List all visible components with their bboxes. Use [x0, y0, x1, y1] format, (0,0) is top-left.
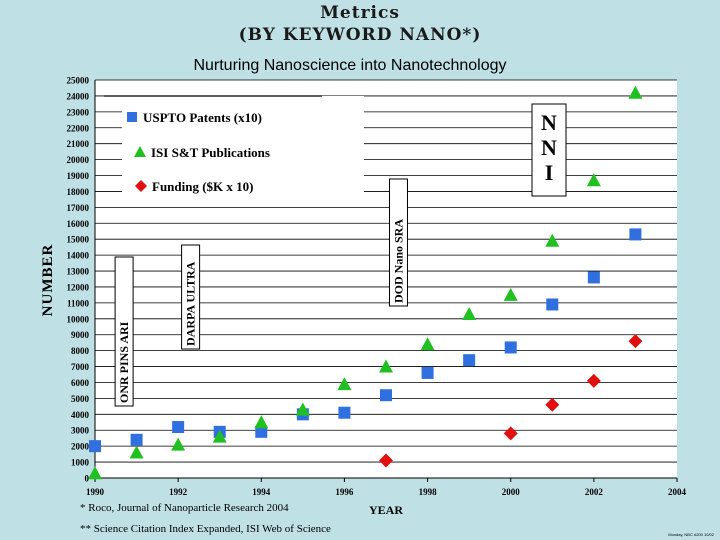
data-point-triangle: [295, 402, 310, 416]
y-tick-label: 17000: [67, 203, 90, 213]
y-tick-label: 16000: [67, 219, 90, 229]
y-tick-label: 7000: [71, 362, 90, 372]
x-tick-label: 1990: [86, 487, 105, 497]
annotation-box: [531, 103, 567, 197]
data-point-diamond: [586, 373, 601, 388]
data-point-triangle: [212, 429, 227, 443]
annotation-label: DOD Nano SRA: [391, 219, 405, 303]
y-tick-label: 11000: [67, 298, 90, 308]
data-point-triangle: [462, 307, 477, 321]
annotation-nni-letter: N: [541, 110, 557, 135]
data-point-square: [421, 366, 434, 379]
annotation-nni-letter: N: [541, 135, 557, 160]
legend-marker-triangle: [134, 146, 146, 157]
y-tick-label: 14000: [67, 251, 90, 261]
y-tick-label: 6000: [71, 378, 90, 388]
slide-stamp: Monday, NBC #200 10/02: [668, 532, 714, 537]
y-tick-label: 24000: [67, 91, 90, 101]
x-tick-label: 1992: [169, 487, 188, 497]
y-tick-label: 19000: [67, 171, 90, 181]
legend: USPTO Patents (x10) ISI S&T Publications F…: [104, 95, 364, 198]
y-tick-label: 4000: [71, 410, 90, 420]
annotation-label: DARPA ULTRA: [184, 261, 198, 346]
x-tick-label: 2004: [668, 487, 687, 497]
data-point-diamond: [545, 397, 560, 412]
data-point-diamond: [628, 334, 643, 349]
y-tick-label: 0: [85, 474, 90, 484]
y-tick-label: 22000: [67, 123, 90, 133]
footnote-source: * Roco, Journal of Nanoparticle Research…: [80, 502, 289, 514]
x-tick-label: 2002: [585, 487, 604, 497]
x-tick-label: 1998: [419, 487, 438, 497]
y-tick-label: 23000: [67, 107, 90, 117]
y-tick-label: 1000: [71, 458, 90, 468]
data-point-triangle: [337, 377, 352, 391]
data-point-triangle: [586, 173, 601, 187]
data-point-square: [89, 440, 101, 453]
y-tick-label: 20000: [67, 155, 90, 165]
annotation-box: [114, 256, 134, 407]
y-tick-label: 3000: [71, 426, 90, 436]
legend-box: [122, 96, 364, 198]
y-axis-label: NUMBER: [40, 244, 56, 317]
x-axis-label: YEAR: [369, 503, 403, 517]
chart-subtitle: Nurturing Nanoscience into Nanotechnolog…: [193, 57, 507, 74]
y-tick-label: 8000: [71, 346, 90, 356]
legend-label: USPTO Patents (x10): [143, 110, 262, 125]
data-point-triangle: [254, 415, 269, 429]
annotation-nni-letter: I: [545, 160, 554, 185]
legend-label: Funding ($K x 10): [152, 179, 254, 194]
annotation-label: ONR PINS ARI: [117, 321, 131, 403]
data-point-triangle: [628, 85, 643, 99]
data-point-triangle: [545, 233, 560, 247]
y-tick-label: 10000: [67, 314, 90, 324]
data-point-square: [546, 298, 559, 311]
y-tick-label: 15000: [67, 235, 90, 245]
data-point-triangle: [129, 445, 144, 459]
y-tick-label: 9000: [71, 330, 90, 340]
x-tick-label: 2000: [502, 487, 521, 497]
x-tick-label: 1996: [335, 487, 354, 497]
data-point-triangle: [503, 287, 518, 301]
y-tick-label: 25000: [67, 76, 90, 86]
y-tick-label: 21000: [67, 139, 90, 149]
y-tick-label: 18000: [67, 187, 90, 197]
legend-marker-square: [127, 112, 137, 122]
data-point-square: [172, 421, 185, 434]
data-point-square: [380, 389, 392, 402]
data-points: [88, 85, 643, 480]
y-tick-label: 12000: [67, 282, 90, 292]
data-point-square: [587, 271, 600, 284]
data-point-diamond: [379, 453, 393, 468]
data-point-diamond: [503, 426, 518, 441]
data-point-square: [463, 354, 476, 367]
data-point-triangle: [420, 337, 435, 351]
legend-marker-diamond: [135, 180, 147, 192]
data-point-square: [130, 433, 143, 446]
chart-title-line2: (BY KEYWORD NANO*): [238, 25, 482, 45]
chart-title: Metrics: [320, 3, 400, 23]
y-tick-label: 5000: [71, 394, 90, 404]
data-point-square: [338, 406, 351, 419]
data-point-square: [255, 425, 268, 438]
legend-label: ISI S&T Publications: [151, 145, 270, 160]
data-point-triangle: [88, 466, 102, 480]
data-point-square: [504, 341, 517, 354]
data-point-triangle: [379, 359, 393, 373]
axes: 0 1000 2000 3000 4000 5000 6000 7000 8000 9000 100…: [67, 76, 687, 498]
annotation-box: [181, 244, 201, 350]
footnote-citation-index: ** Science Citation Index Expanded, ISI …: [80, 523, 331, 535]
y-tick-label: 2000: [71, 442, 90, 452]
data-point-square: [629, 228, 642, 241]
data-point-triangle: [171, 437, 186, 451]
y-tick-label: 13000: [67, 267, 90, 277]
annotation-box: [388, 178, 408, 307]
x-tick-label: 1994: [252, 487, 271, 497]
